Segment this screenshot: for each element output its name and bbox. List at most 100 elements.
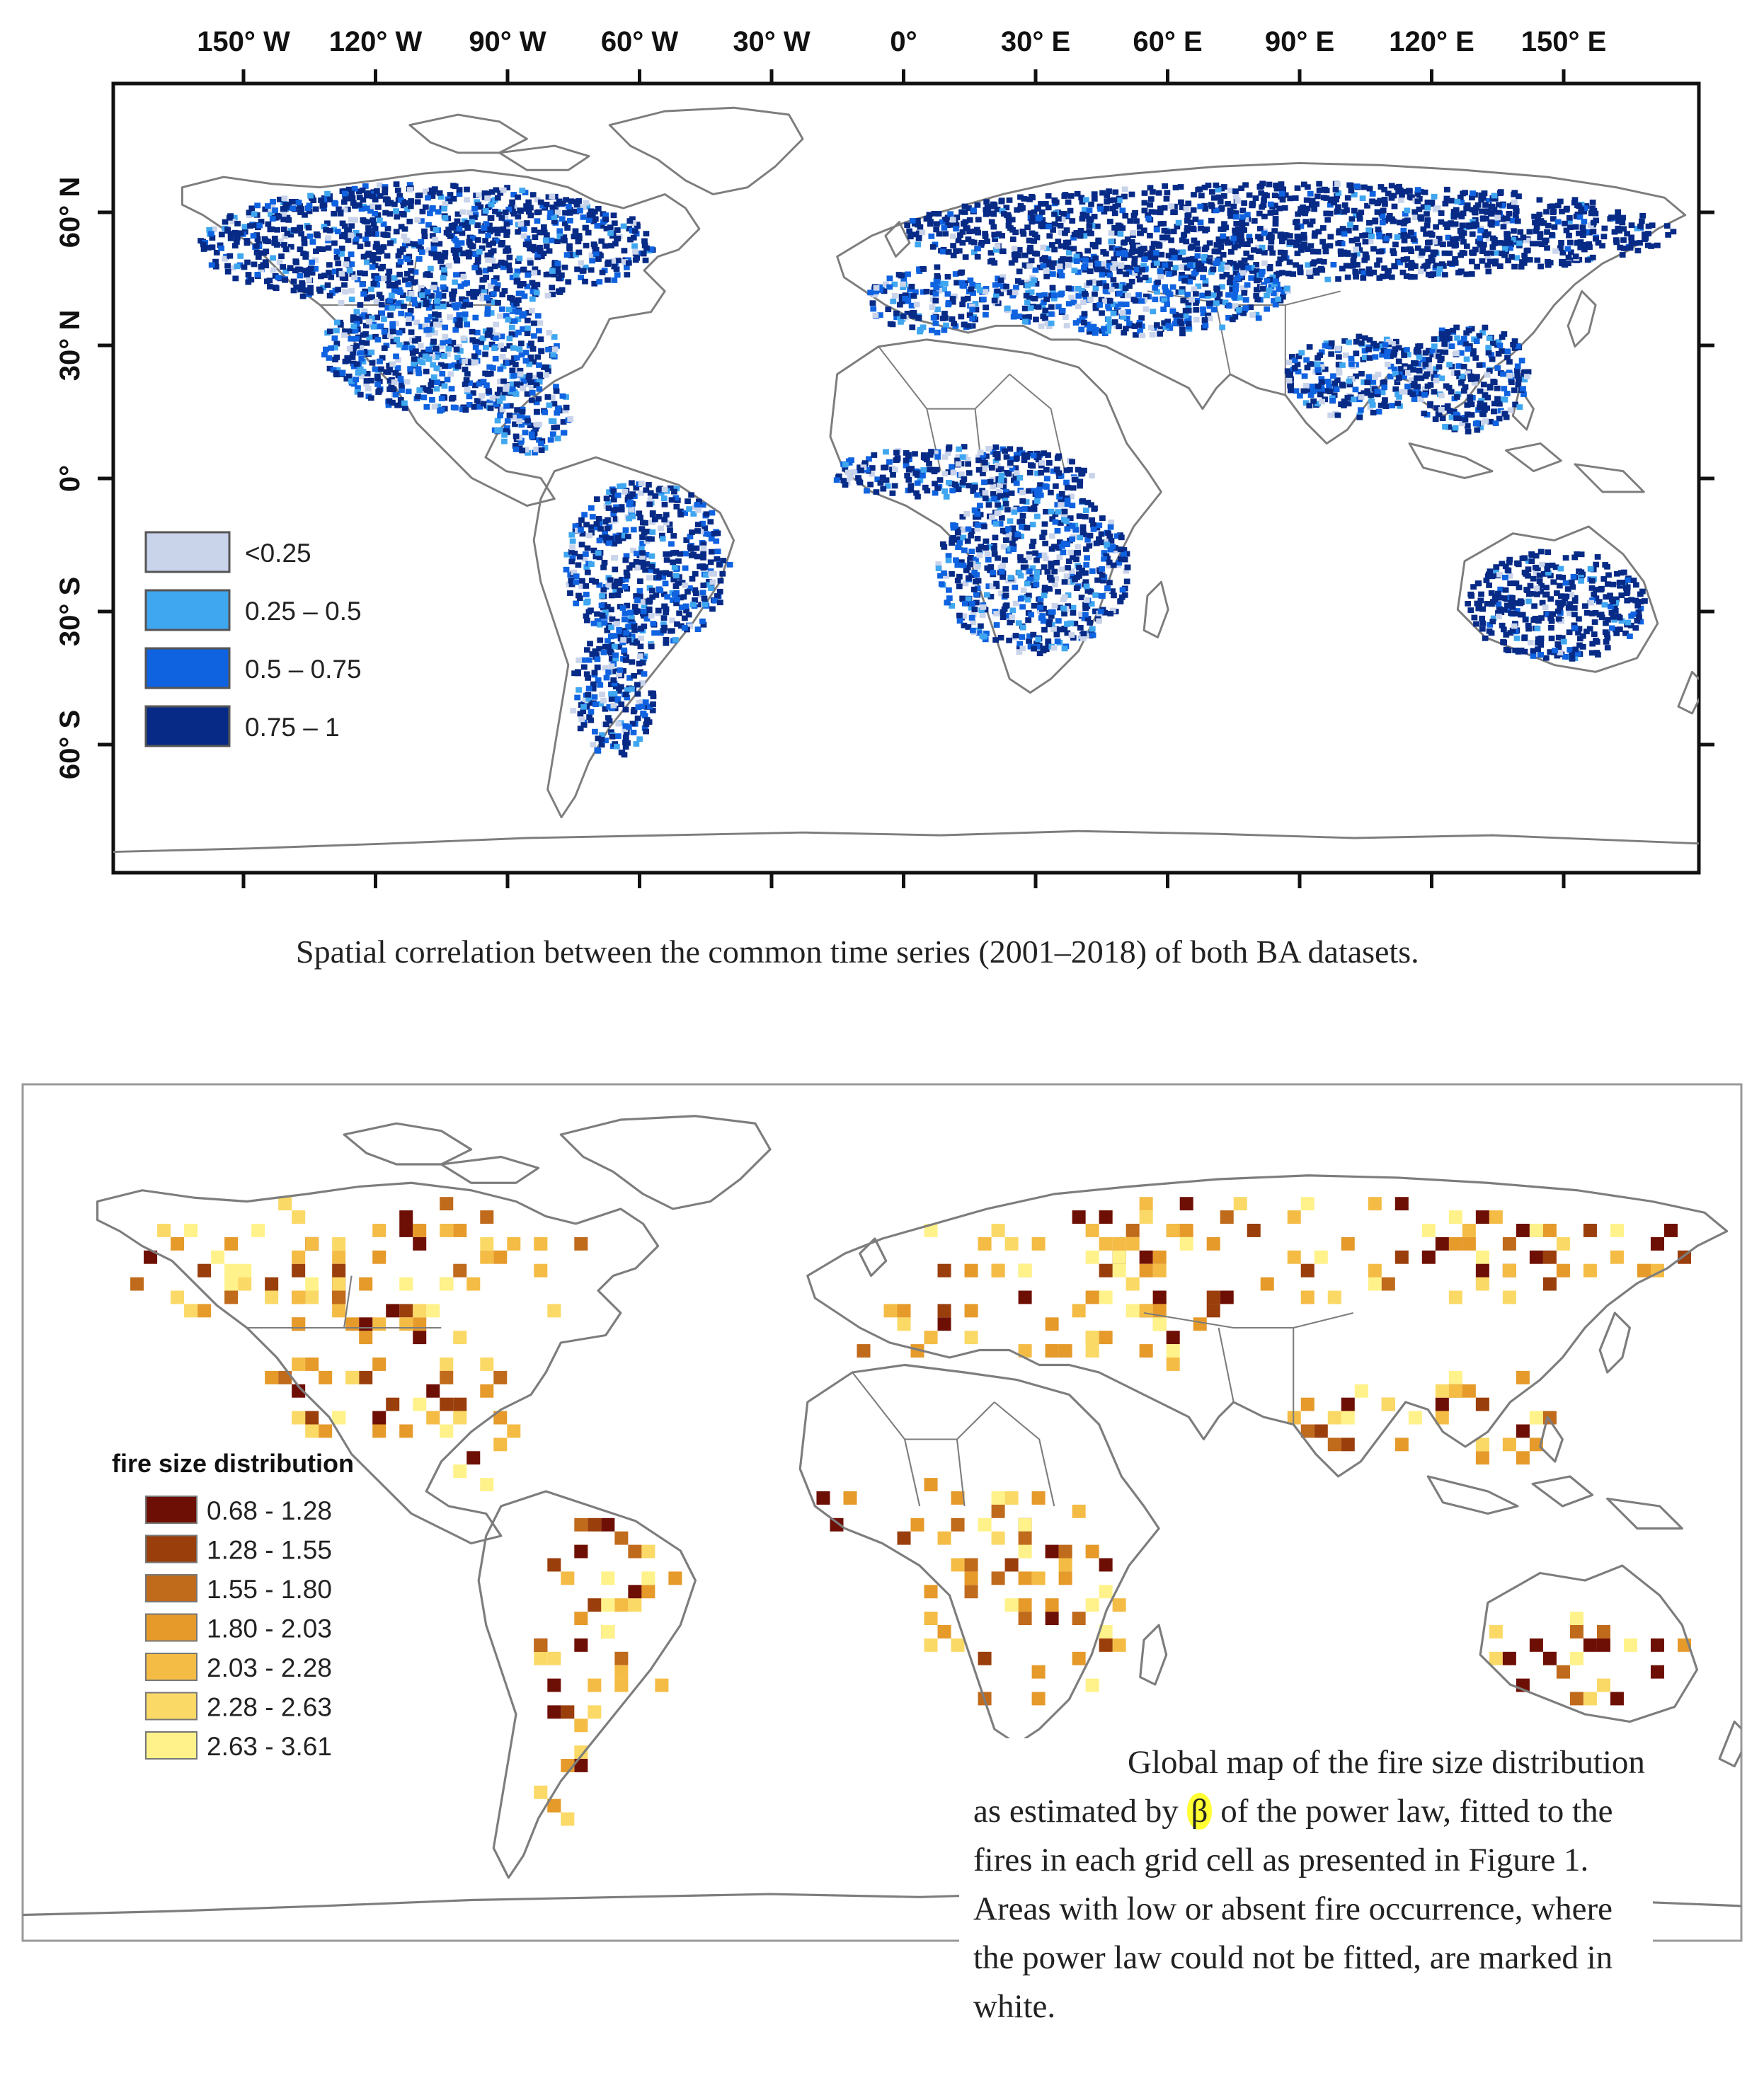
correlation-cell (992, 637, 1000, 643)
correlation-cell (912, 470, 920, 476)
correlation-cell (906, 457, 912, 463)
correlation-cell (1046, 460, 1053, 466)
correlation-cell (343, 376, 350, 382)
correlation-cell (454, 218, 461, 224)
correlation-cell (442, 324, 449, 331)
correlation-cell (1035, 636, 1042, 643)
correlation-cell (297, 203, 304, 210)
correlation-cell (1244, 241, 1251, 248)
correlation-cell (515, 194, 521, 200)
correlation-cell (1060, 496, 1067, 503)
correlation-cell (1043, 297, 1050, 302)
correlation-cell (615, 258, 622, 263)
correlation-cell (1026, 488, 1032, 494)
correlation-cell (297, 287, 304, 293)
correlation-cell (299, 293, 307, 299)
correlation-cell (482, 351, 488, 357)
correlation-cell (632, 257, 639, 263)
correlation-cell (612, 555, 619, 561)
correlation-cell (1132, 332, 1139, 338)
correlation-cell (1106, 559, 1113, 566)
correlation-cell (1418, 216, 1424, 222)
correlation-cell (454, 363, 462, 369)
correlation-cell (1473, 205, 1479, 211)
correlation-cell (233, 239, 240, 245)
correlation-cell (578, 260, 585, 266)
correlation-cell (997, 482, 1003, 488)
correlation-cell (363, 378, 370, 384)
correlation-cell (606, 718, 613, 724)
correlation-cell (1637, 223, 1644, 229)
correlation-cell (353, 236, 360, 242)
correlation-cell (1130, 229, 1137, 236)
correlation-cell (589, 651, 596, 657)
correlation-cell (995, 281, 1002, 287)
correlation-cell (288, 199, 295, 205)
correlation-cell (920, 473, 926, 478)
correlation-cell (519, 408, 526, 415)
correlation-cell (1479, 216, 1487, 222)
correlation-cell (1030, 452, 1037, 459)
correlation-cell (1491, 240, 1498, 246)
correlation-cell (1297, 264, 1304, 270)
correlation-cell (636, 660, 643, 667)
correlation-cell (709, 579, 716, 585)
correlation-cell (508, 324, 515, 331)
correlation-cell (1417, 268, 1424, 275)
correlation-cell (1435, 270, 1442, 277)
correlation-cell (423, 404, 430, 410)
correlation-cell (1487, 258, 1494, 265)
correlation-cell (556, 234, 563, 240)
correlation-cell (974, 202, 981, 208)
correlation-cell (1148, 209, 1155, 215)
correlation-cell (714, 556, 721, 562)
correlation-cell (989, 258, 996, 263)
correlation-cell (1024, 580, 1031, 587)
correlation-cell (1029, 230, 1036, 236)
correlation-cell (614, 733, 622, 739)
correlation-cell (1375, 248, 1382, 255)
correlation-cell (254, 272, 261, 277)
correlation-cell (1218, 206, 1225, 212)
correlation-cell (993, 451, 1000, 457)
correlation-cell (450, 404, 457, 411)
correlation-cell (453, 257, 460, 263)
correlation-cell (605, 715, 612, 721)
correlation-cell (517, 371, 524, 377)
correlation-cell (682, 603, 689, 609)
correlation-cell (1452, 221, 1459, 227)
correlation-cell (397, 258, 404, 265)
correlation-cell (1261, 250, 1268, 256)
correlation-cell (518, 290, 525, 297)
correlation-cell (1302, 210, 1309, 217)
correlation-cell (1126, 265, 1133, 271)
correlation-cell (934, 454, 941, 460)
correlation-cell (384, 226, 391, 231)
correlation-cell (469, 243, 476, 250)
correlation-cell (1619, 219, 1626, 226)
correlation-cell (1030, 539, 1037, 545)
correlation-cell (1249, 200, 1256, 207)
correlation-cell (401, 242, 408, 248)
correlation-cell (425, 326, 433, 333)
correlation-cell (625, 260, 632, 266)
correlation-cell (599, 692, 605, 698)
correlation-cell (1016, 507, 1023, 512)
correlation-cell (924, 488, 931, 494)
correlation-cell (1562, 220, 1568, 226)
correlation-cell (1029, 463, 1036, 469)
correlation-cell (1617, 244, 1624, 251)
correlation-cell (585, 229, 592, 236)
correlation-cell (595, 735, 602, 742)
correlation-cell (234, 263, 241, 270)
correlation-cell (1051, 246, 1058, 253)
correlation-cell (1425, 239, 1431, 246)
correlation-cell (1261, 230, 1268, 236)
correlation-cell (641, 725, 648, 731)
correlation-cell (491, 279, 498, 285)
correlation-cell (1307, 190, 1314, 197)
correlation-cell (580, 214, 587, 220)
correlation-cell (1142, 293, 1150, 299)
correlation-cell (520, 281, 527, 287)
correlation-cell (1007, 446, 1014, 452)
